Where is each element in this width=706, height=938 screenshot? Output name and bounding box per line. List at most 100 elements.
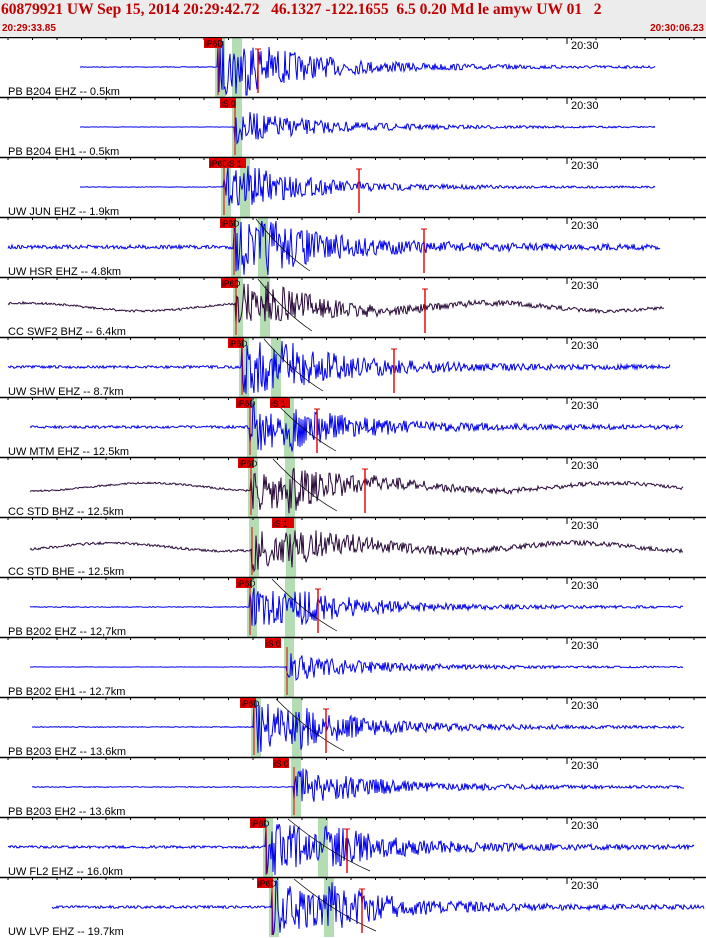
trace-row[interactable]: 20:30 iP6D UW LVP EHZ -- 19.7km — [0, 876, 706, 938]
pick-label: iP6D — [239, 459, 257, 469]
pick-label: iS 0 — [266, 639, 281, 649]
s-window-band — [285, 577, 295, 637]
station-label: UW FL2 EHZ -- 16.0km — [8, 866, 123, 878]
s-window-band — [324, 877, 334, 937]
arrival-curve — [271, 578, 338, 632]
station-label: UW HSR EHZ -- 4.8km — [8, 266, 121, 278]
trace-row[interactable]: 20:30 iP6D iS 1 UW MTM EHZ -- 12.5km — [0, 396, 706, 458]
trace-row[interactable]: 20:30 iP6D PB B202 EHZ -- 12,7km — [0, 576, 706, 638]
p-window-band — [249, 517, 259, 577]
p-window-band — [251, 697, 261, 757]
waveform — [7, 281, 665, 324]
trace-row[interactable]: 20:30 iP6D PB B203 EHZ -- 13.6km — [0, 696, 706, 758]
pick-label: iP6D — [205, 39, 223, 49]
pick-label: iS 1 — [273, 519, 288, 529]
p-window-band — [284, 637, 294, 697]
trace-row[interactable]: 20:30 iP6D UW FL2 EHZ -- 16.0km — [0, 816, 706, 878]
trace-row[interactable]: 20:30 iP6D UW SHW EHZ -- 8.7km — [0, 336, 706, 398]
pick-flag[interactable] — [273, 758, 289, 768]
trace-row[interactable]: 20:30 iS 0 PB B204 EH1 -- 0.5km — [0, 96, 706, 158]
waveform — [29, 587, 684, 627]
waveform — [7, 823, 695, 876]
pick-label: iP6D — [251, 819, 269, 829]
arrival-curve — [293, 878, 377, 932]
minute-label: 20:30 — [571, 220, 599, 232]
station-label: UW JUN EHZ -- 1.9km — [8, 206, 119, 218]
s-window-band — [271, 337, 281, 397]
waveform — [51, 880, 705, 936]
p-window-band — [247, 577, 257, 637]
trace-row[interactable]: 20:30 iP6D CC SWF2 BHZ -- 6.4km — [0, 276, 706, 338]
station-label: PB B204 EH1 -- 0.5km — [8, 146, 119, 158]
pick-flag[interactable] — [209, 158, 226, 168]
arrival-curve — [263, 338, 324, 392]
pick-label: iS 1 — [271, 399, 286, 409]
minute-label: 20:30 — [571, 520, 599, 532]
p-window-band — [291, 757, 301, 817]
minute-label: 20:30 — [571, 700, 599, 712]
minute-label: 20:30 — [571, 160, 599, 172]
pick-flag[interactable] — [238, 458, 254, 468]
pick-label: iS 1 — [227, 159, 242, 169]
arrival-curve — [287, 818, 371, 872]
waveform — [79, 40, 656, 97]
seismogram-panel[interactable]: 20:30 iP6D PB B204 EHZ -- 0.5km 20:30 iS 0 PB… — [0, 37, 706, 938]
p-window-band — [248, 457, 258, 517]
station-label: UW MTM EHZ -- 12.5km — [8, 446, 129, 458]
station-label: CC STD BHZ -- 12.5km — [8, 506, 124, 518]
minute-label: 20:30 — [571, 400, 599, 412]
minute-label: 20:30 — [571, 820, 599, 832]
pick-flag[interactable] — [270, 398, 290, 408]
pick-flag[interactable] — [220, 218, 236, 228]
pick-flag[interactable] — [250, 818, 266, 828]
p-window-band — [239, 337, 249, 397]
station-label: CC SWF2 BHZ -- 6.4km — [8, 326, 126, 338]
minute-label: 20:30 — [571, 340, 599, 352]
station-label: PB B203 EH2 -- 13.6km — [8, 806, 125, 818]
pick-flag[interactable] — [257, 878, 273, 888]
s-window-band — [258, 217, 268, 277]
pick-label: iP6D — [237, 399, 255, 409]
waveform — [79, 165, 656, 206]
minute-label: 20:30 — [571, 580, 599, 592]
pick-flag[interactable] — [265, 638, 281, 648]
pick-label: iS 0 — [221, 99, 236, 109]
minute-label: 20:30 — [571, 760, 599, 772]
pick-flag[interactable] — [240, 698, 256, 708]
arrival-curve — [272, 458, 338, 512]
trace-row[interactable]: 20:30 iS 1 CC STD BHE -- 12.5km — [0, 516, 706, 578]
pick-flag[interactable] — [236, 578, 252, 588]
trace-row[interactable]: 20:30 iS 0 PB B203 EH2 -- 13.6km — [0, 756, 706, 818]
event-title: 60879921 UW Sep 15, 2014 20:29:42.72 46.… — [1, 1, 602, 18]
pick-label: iP6D — [258, 879, 276, 889]
station-label: UW SHW EHZ -- 8.7km — [8, 386, 124, 398]
pick-flag[interactable] — [272, 518, 294, 528]
pick-label: iP6D — [229, 339, 247, 349]
waveform — [31, 768, 685, 802]
trace-row[interactable]: 20:30 iS 0 PB B202 EH1 -- 12.7km — [0, 636, 706, 698]
event-header: 60879921 UW Sep 15, 2014 20:29:42.72 46.… — [0, 0, 706, 37]
p-window-band — [232, 97, 242, 157]
waveform — [31, 701, 685, 753]
trace-row[interactable]: 20:30 iP6D PB B204 EHZ -- 0.5km — [0, 37, 706, 98]
pick-label: iS 0 — [274, 759, 289, 769]
arrival-curve — [255, 218, 311, 272]
waveform — [29, 653, 684, 681]
pick-flag[interactable] — [221, 278, 238, 288]
start-time: 20:29:33.85 — [2, 23, 56, 34]
minute-label: 20:30 — [571, 280, 599, 292]
p-window-band — [269, 877, 279, 937]
trace-row[interactable]: 20:30 iP6D UW HSR EHZ -- 4.8km — [0, 216, 706, 278]
pick-flag[interactable] — [228, 338, 244, 348]
pick-flag[interactable] — [236, 398, 252, 408]
pick-flag[interactable] — [226, 158, 246, 168]
end-time: 20:30:06.23 — [650, 23, 704, 34]
trace-row[interactable]: 20:30 iP6D CC STD BHZ -- 12.5km — [0, 456, 706, 518]
pick-flag[interactable] — [220, 98, 236, 108]
pick-label: iP6D — [237, 579, 255, 589]
p-window-band — [263, 817, 273, 877]
pick-flag[interactable] — [204, 38, 222, 48]
minute-label: 20:30 — [571, 100, 599, 112]
pick-label: iP6D — [221, 219, 239, 229]
